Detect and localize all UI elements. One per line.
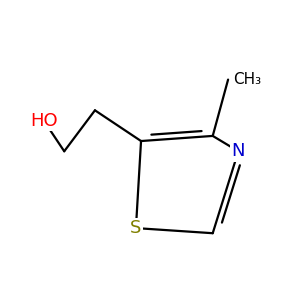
Text: S: S [130, 219, 142, 237]
Text: HO: HO [30, 112, 58, 130]
Text: N: N [232, 142, 245, 160]
Text: CH₃: CH₃ [233, 72, 261, 87]
